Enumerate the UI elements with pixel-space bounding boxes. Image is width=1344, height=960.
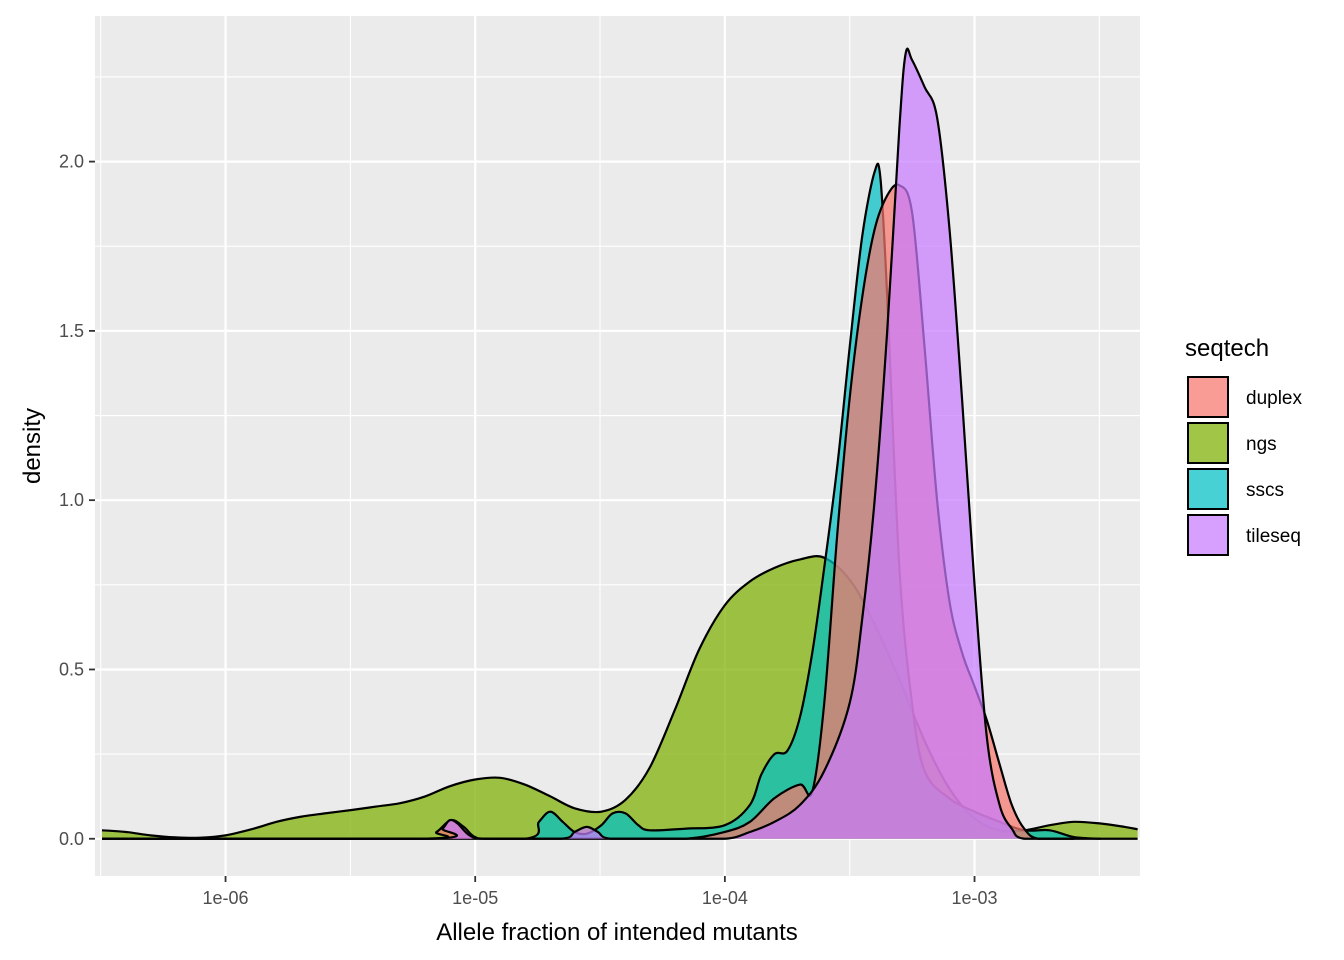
legend-key-duplex bbox=[1187, 376, 1229, 418]
x-tick-label: 1e-05 bbox=[452, 888, 498, 908]
y-tick-label: 1.5 bbox=[59, 321, 84, 341]
density-line-tileseq bbox=[102, 47, 1138, 840]
legend-label-tileseq: tileseq bbox=[1246, 526, 1301, 547]
legend-label-sscs: sscs bbox=[1246, 480, 1284, 501]
density-areas bbox=[101, 47, 1138, 840]
legend-label-ngs: ngs bbox=[1246, 434, 1277, 455]
legend-key-ngs bbox=[1187, 422, 1229, 464]
x-tick-label: 1e-03 bbox=[952, 888, 998, 908]
y-tick-label: 0.5 bbox=[59, 659, 84, 679]
legend-title: seqtech bbox=[1185, 335, 1269, 362]
x-tick-label: 1e-06 bbox=[203, 888, 249, 908]
legend-key-sscs bbox=[1187, 468, 1229, 510]
y-tick-label: 0.0 bbox=[59, 829, 84, 849]
legend-key-tileseq bbox=[1187, 514, 1229, 556]
legend-label-duplex: duplex bbox=[1246, 388, 1302, 409]
x-axis: 1e-06 1e-05 1e-04 1e-03 bbox=[203, 876, 998, 908]
y-tick-label: 1.0 bbox=[59, 490, 84, 510]
density-area-duplex bbox=[102, 184, 1074, 839]
density-area-tileseq bbox=[102, 48, 1138, 839]
y-tick-label: 2.0 bbox=[59, 152, 84, 172]
x-tick-label: 1e-04 bbox=[702, 888, 748, 908]
legend: seqtech duplex ngs sscs tileseq bbox=[1185, 335, 1302, 556]
y-axis: 0.0 0.5 1.0 1.5 2.0 bbox=[59, 152, 95, 849]
x-axis-title: Allele fraction of intended mutants bbox=[436, 919, 798, 946]
y-axis-title: density bbox=[19, 408, 46, 484]
